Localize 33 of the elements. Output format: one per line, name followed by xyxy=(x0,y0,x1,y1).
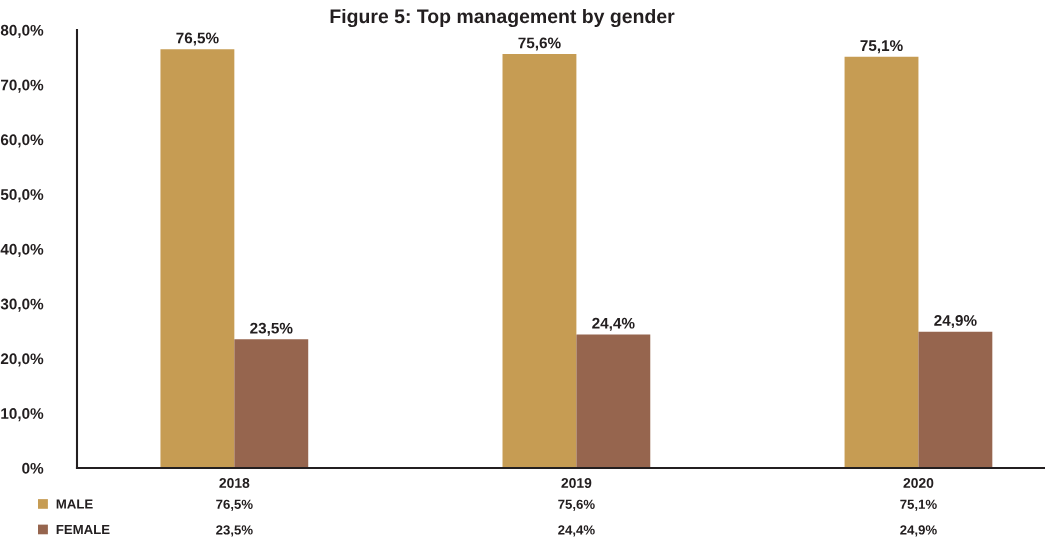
data-label: 75,1% xyxy=(900,499,937,511)
text: 75,6% xyxy=(518,37,561,51)
text: 75,1% xyxy=(860,40,903,54)
data-label: 24,4% xyxy=(558,525,595,537)
legend-label: MALE xyxy=(56,499,93,509)
bar xyxy=(576,334,651,468)
y-tick-label: 60,0% xyxy=(0,134,44,148)
y-tick-label: 20,0% xyxy=(0,353,44,367)
x-tick-label: 2018 xyxy=(219,478,250,488)
data-label: 23,5% xyxy=(216,525,253,537)
text: 76,5% xyxy=(176,32,219,46)
y-tick-label: 10,0% xyxy=(1,408,44,422)
chart-title: Figure 5: Top management by gender xyxy=(330,8,675,28)
legend-label: FEMALE xyxy=(56,524,110,535)
bar xyxy=(234,339,309,468)
y-tick-label: 0% xyxy=(22,462,44,474)
bar xyxy=(918,331,993,468)
text: 24,4% xyxy=(592,317,635,331)
x-tick-label: 2020 xyxy=(903,478,934,488)
y-tick-label: 80,0% xyxy=(0,24,44,38)
y-tick-label: 50,0% xyxy=(0,189,44,203)
y-tick-label: 40,0% xyxy=(0,243,44,257)
y-tick-label: 30,0% xyxy=(0,298,44,312)
bar xyxy=(502,54,577,468)
bar xyxy=(844,56,919,468)
y-tick-label: 70,0% xyxy=(1,79,44,93)
data-label: 24,9% xyxy=(900,525,937,537)
text: 23,5% xyxy=(250,322,293,336)
data-label: 76,5% xyxy=(216,499,253,511)
data-label: 75,6% xyxy=(558,499,595,511)
bar xyxy=(160,49,235,468)
text: 24,9% xyxy=(934,315,977,329)
x-tick-label: 2019 xyxy=(561,478,592,488)
